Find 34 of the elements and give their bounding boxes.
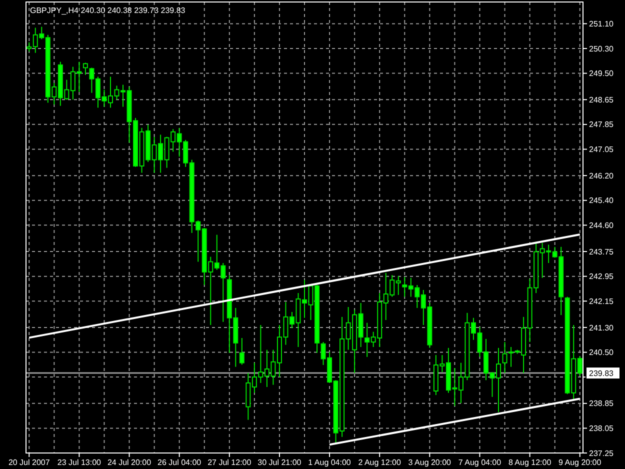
candlestick [82,62,88,76]
y-tick-label: 251.10 [589,20,614,28]
x-tick-label: 27 Jul 12:00 [208,458,252,467]
x-tick-label: 2 Aug 12:00 [358,458,402,467]
y-tick-label: 250.30 [589,44,614,54]
x-tick-label: 23 Jul 13:00 [57,458,102,467]
y-tick-label: 242.15 [589,296,614,306]
x-tick-label: 30 Jul 21:00 [258,458,302,467]
y-tick-label: 241.30 [589,323,614,332]
candlestick [502,342,508,374]
y-tick-label: 238.05 [589,424,614,434]
x-tick-label: 8 Aug 12:00 [508,458,552,467]
y-tick-label: 247.05 [589,145,614,154]
y-tick-label: 238.85 [589,399,614,408]
x-tick-label: 9 Aug 20:00 [558,458,602,467]
x-tick-label: 24 Jul 20:00 [107,458,152,467]
candlestick [239,338,244,366]
ref-line-label: 239.83 [589,368,614,378]
text: GBPJPY_,H4 240.30 240.38 239.73 239.83 [30,6,186,15]
x-tick-label: 20 Jul 2007 [8,458,50,467]
y-tick-label: 247.85 [589,120,614,130]
x-tick-label: 26 Jul 04:00 [158,458,202,467]
x-tick-label: 7 Aug 04:00 [458,458,502,467]
y-tick-label: 244.60 [589,220,614,230]
y-tick-label: 243.75 [589,247,614,256]
y-tick-label: 248.65 [589,95,614,104]
y-tick-label: 249.50 [589,69,614,78]
y-tick-label: 240.50 [589,348,614,358]
y-tick-label: 242.95 [589,272,614,282]
x-tick-label: 3 Aug 20:00 [408,458,452,467]
y-tick-label: 245.40 [589,196,614,206]
y-tick-label: 237.25 [589,448,614,458]
y-tick-label: 246.20 [589,171,614,180]
x-tick-label: 1 Aug 04:00 [308,458,352,467]
